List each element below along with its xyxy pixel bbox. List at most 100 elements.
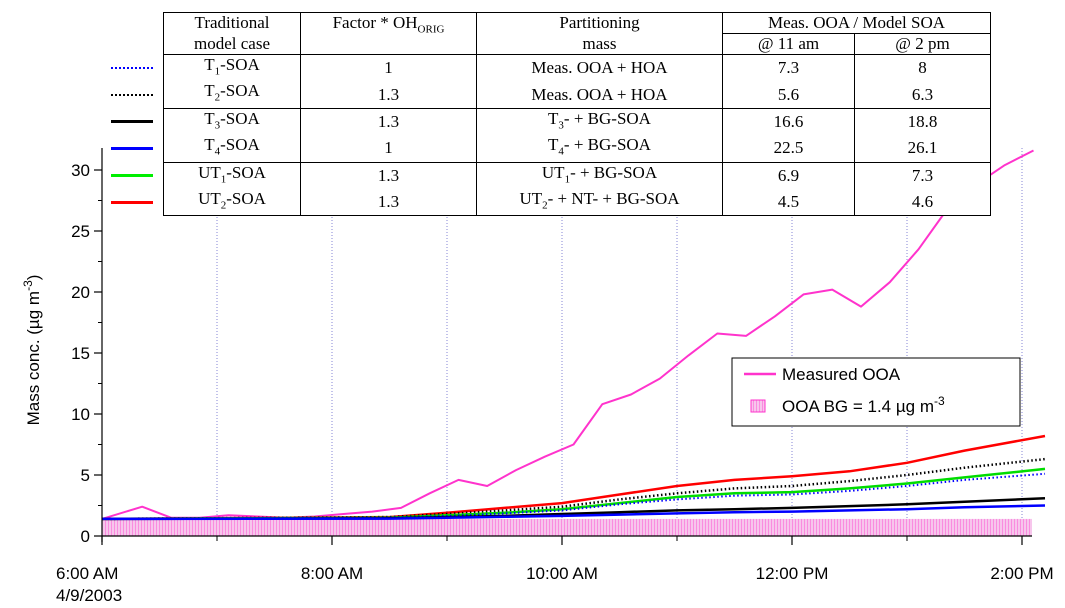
row-line-swatch	[111, 147, 153, 151]
table-corner	[103, 13, 164, 34]
header-model-case-2: model case	[163, 33, 301, 55]
factor-cell: 1.3	[300, 81, 477, 109]
factor-value: 1	[384, 138, 393, 158]
y-tick-label: 30	[71, 161, 90, 180]
partition-mass-sub: 4	[558, 145, 564, 158]
model-case-sub: 1	[214, 65, 221, 78]
model-case-name: UT	[198, 162, 221, 182]
ratio-2pm-value: 6.3	[911, 84, 934, 104]
model-case-cell: T2-SOA	[163, 81, 301, 109]
y-axis-title-close: )	[24, 275, 43, 281]
ratio-2pm-value: 8	[918, 58, 927, 78]
ratio-11am-cell: 16.6	[722, 107, 855, 136]
model-case-cell: T3-SOA	[163, 107, 301, 136]
partition-mass-text: Meas. OOA + HOA	[531, 84, 668, 104]
row-line-swatch	[111, 93, 153, 96]
legend-fill-swatch	[750, 399, 766, 413]
y-axis-title-main: Mass conc. (µg m	[24, 291, 43, 426]
partition-mass-text: UT	[519, 188, 543, 208]
legend-box	[731, 357, 1021, 427]
legend-label: Measured OOA	[782, 365, 901, 384]
model-case-suffix: -SOA	[220, 108, 260, 128]
ratio-11am-cell: 22.5	[722, 135, 855, 163]
axes: 0 5 10 15 20 25 30 6:00 AM 4/9/2003 8:00 AM 10:00 …	[21, 148, 1054, 605]
row-swatch-cell	[103, 81, 164, 108]
factor-cell: 1.3	[300, 161, 477, 189]
factor-cell: 1.3	[300, 107, 477, 136]
y-tick-label: 20	[71, 283, 90, 302]
legend-label-sup: -3	[934, 394, 945, 408]
series-t2-soa	[101, 457, 1046, 521]
series-t1-soa	[101, 472, 1046, 520]
header-factor: Factor * OHORIG	[300, 12, 477, 55]
row-line-swatch	[111, 200, 153, 204]
ratio-11am-cell: 4.5	[722, 188, 855, 217]
row-line-swatch	[111, 174, 153, 177]
partition-mass-cell: Meas. OOA + HOA	[476, 54, 723, 82]
partition-mass-text: T	[548, 135, 559, 155]
partition-mass-sub: 1	[564, 172, 571, 185]
ratio-2pm-value: 18.8	[907, 111, 938, 131]
series-ut1-soa	[101, 467, 1046, 521]
row-line-swatch	[111, 66, 153, 69]
model-case-suffix: -SOA	[220, 135, 260, 155]
model-case-suffix: -SOA	[220, 55, 260, 74]
table-row: UT2-SOA 1.3 UT2- + NT- + BG-SOA 4.5 4.6	[103, 188, 991, 217]
ratio-11am-value: 16.6	[773, 111, 804, 131]
partition-mass-cell: UT2- + NT- + BG-SOA	[476, 188, 723, 217]
y-tick-label: 5	[81, 466, 90, 485]
model-case-suffix: -SOA	[226, 188, 266, 208]
ratio-2pm-value: 7.3	[911, 165, 934, 185]
table-body: T1-SOA 1 Meas. OOA + HOA 7.3 8 T2-SOA 1.3 Meas.…	[103, 54, 991, 217]
table-row: UT1-SOA 1.3 UT1- + BG-SOA 6.9 7.3	[103, 161, 991, 189]
x-tick-label: 2:00 PM	[990, 564, 1053, 583]
table-row: T3-SOA 1.3 T3- + BG-SOA 16.6 18.8	[103, 107, 991, 136]
partition-mass-text: T	[548, 108, 559, 128]
model-case-cell: T4-SOA	[163, 135, 301, 163]
header-model-case-1: Traditional	[163, 12, 301, 34]
header-at-11am: @ 11 am	[722, 33, 855, 55]
factor-value: 1.3	[377, 111, 400, 131]
partition-mass-cell: UT1- + BG-SOA	[476, 161, 723, 189]
series-t4-soa	[101, 504, 1046, 521]
ratio-11am-cell: 7.3	[722, 54, 855, 82]
partition-mass-sub: 2	[542, 199, 548, 212]
table-corner-2	[103, 34, 164, 55]
row-line-swatch	[111, 120, 153, 124]
x-tick-label: 6:00 AM	[56, 564, 118, 583]
y-tick-label: 10	[71, 405, 90, 424]
model-case-sub: 3	[214, 119, 221, 132]
ratio-11am-cell: 5.6	[722, 81, 855, 109]
y-tick-label: 25	[71, 222, 90, 241]
row-swatch-cell	[103, 108, 164, 135]
partition-mass-suffix: - + BG-SOA	[563, 135, 651, 155]
partition-mass-text: UT	[541, 162, 565, 182]
ratio-2pm-cell: 26.1	[854, 135, 991, 163]
model-case-cell: T1-SOA	[163, 54, 301, 82]
x-tick-label-date: 4/9/2003	[56, 586, 122, 605]
model-case-name: T	[204, 108, 215, 128]
partition-mass-suffix: - + BG-SOA	[563, 108, 651, 128]
header-at-2pm: @ 2 pm	[854, 33, 991, 55]
model-case-name: T	[204, 135, 215, 155]
model-case-name: T	[204, 81, 215, 101]
y-axis-title-sup: -3	[21, 280, 35, 291]
series-layer	[101, 149, 1046, 521]
row-swatch-cell	[103, 189, 164, 216]
header-factor-main: Factor * OH	[332, 13, 418, 32]
ratio-2pm-cell: 8	[854, 54, 991, 82]
y-axis-title: Mass conc. (µg m-3)	[21, 275, 43, 426]
background-fill	[102, 518, 1032, 536]
row-swatch-cell	[103, 55, 164, 82]
table-row: T4-SOA 1 T4- + BG-SOA 22.5 26.1	[103, 135, 991, 163]
ratio-2pm-cell: 6.3	[854, 81, 991, 109]
model-case-name: UT	[198, 188, 221, 208]
ratio-11am-value: 6.9	[777, 165, 800, 185]
ratio-2pm-cell: 7.3	[854, 161, 991, 189]
ratio-11am-value: 22.5	[773, 138, 804, 158]
legend: Measured OOA OOA BG = 1.4 µg m-3	[731, 357, 1021, 427]
header-partition-2: mass	[476, 33, 723, 55]
model-case-cell: UT1-SOA	[163, 161, 301, 189]
factor-cell: 1	[300, 54, 477, 82]
